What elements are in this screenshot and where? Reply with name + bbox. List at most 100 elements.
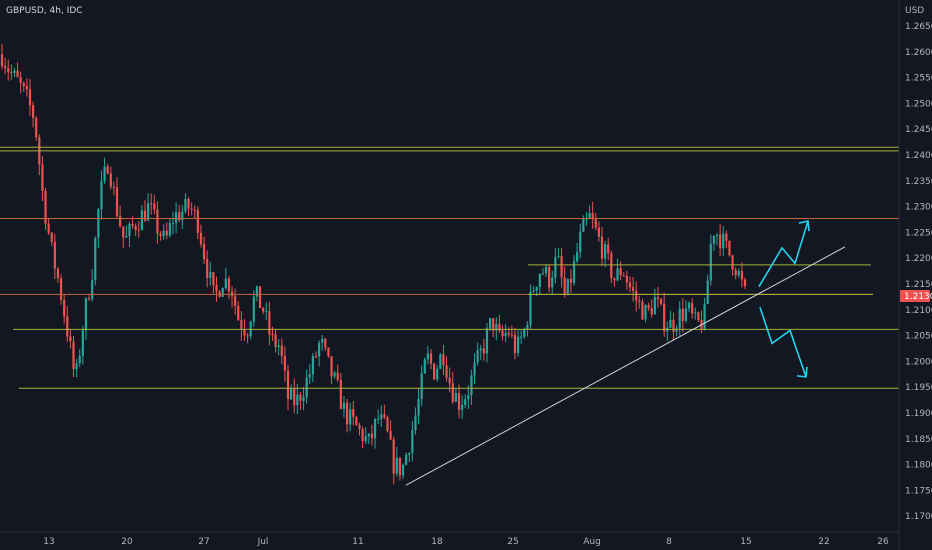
candle-body	[103, 166, 106, 181]
candle-body	[439, 354, 442, 369]
candle-body	[286, 370, 290, 400]
candle-body	[411, 430, 414, 454]
candle-body	[638, 300, 641, 302]
candle-body	[280, 345, 283, 356]
candle-body	[274, 334, 277, 347]
candle-body	[159, 233, 162, 237]
time-axis[interactable]: 13 20 27 Jul 11 18 25 Aug 8 15 22 26	[43, 537, 889, 547]
price-axis[interactable]: 1.2650 1.2600 1.2550 1.2500 1.2450 1.2400 1.23…	[905, 22, 932, 522]
candle-body	[479, 348, 482, 351]
candle-body	[398, 457, 402, 476]
candle-body	[563, 277, 566, 295]
candle-body	[470, 375, 473, 396]
candle-body	[181, 211, 184, 221]
candle-body	[7, 67, 10, 73]
projection-down-arrowhead	[796, 366, 808, 378]
y-tick-label-5: 1.2400	[905, 151, 932, 161]
candle-body	[153, 203, 156, 210]
y-tick-label-9: 1.2200	[905, 254, 932, 264]
candle-body	[725, 233, 728, 241]
y-tick-label-15: 1.1900	[905, 409, 932, 419]
candle-body	[234, 296, 237, 306]
candle-body	[75, 363, 78, 370]
candle-body	[302, 397, 305, 401]
candle-body	[25, 85, 28, 90]
candle-body	[321, 338, 324, 343]
y-tick-label-7: 1.2300	[905, 203, 932, 213]
candle-body	[317, 342, 321, 357]
candle-body	[408, 453, 411, 455]
x-tick-label-10: 22	[818, 537, 829, 547]
candle-body	[529, 291, 532, 325]
candle-body	[265, 311, 268, 313]
candle-body	[712, 235, 716, 244]
candle-body	[115, 187, 119, 216]
candle-body	[212, 272, 215, 285]
candle-body	[389, 431, 392, 440]
candle-body	[659, 298, 663, 304]
candle-body	[610, 253, 613, 279]
candle-body	[311, 355, 314, 375]
candle-body	[722, 233, 725, 249]
candle-body	[355, 417, 358, 426]
y-tick-label-2: 1.2550	[905, 74, 932, 84]
candle-body	[622, 275, 625, 277]
candle-body	[367, 433, 370, 437]
y-tick-label-13: 1.2000	[905, 357, 932, 367]
candle-body	[495, 324, 498, 331]
candle-body	[293, 388, 296, 406]
candle-body	[734, 269, 737, 276]
candle-body	[560, 256, 563, 278]
candle-body	[184, 199, 187, 212]
candle-body	[433, 363, 436, 380]
candle-body	[442, 354, 445, 366]
y-tick-label-8: 1.2250	[905, 228, 932, 238]
candle-body	[554, 256, 557, 278]
candle-body	[516, 336, 520, 354]
candle-body	[41, 164, 44, 192]
candle-body	[526, 324, 529, 330]
candle-body	[370, 433, 374, 439]
candle-body	[147, 203, 150, 221]
candle-body	[492, 318, 495, 331]
candle-body	[299, 394, 302, 401]
chart-title: GBPUSD, 4h, IDC	[6, 6, 83, 16]
projection-down-arrow[interactable]	[759, 306, 807, 378]
y-tick-label-11: 1.2100	[905, 306, 932, 316]
candle-body	[178, 212, 181, 221]
x-tick-label-4: 11	[352, 537, 363, 547]
candle-body	[246, 335, 249, 337]
candle-body	[202, 244, 206, 260]
candle-body	[47, 223, 50, 233]
candle-body	[635, 290, 638, 301]
candle-body	[112, 186, 116, 188]
candle-body	[641, 301, 644, 320]
candle-body	[392, 439, 395, 474]
x-tick-label-1: 20	[121, 537, 133, 547]
candle-body	[383, 414, 386, 418]
trendline[interactable]	[405, 246, 846, 486]
projection-up-arrow[interactable]	[758, 220, 809, 287]
candle-body	[380, 414, 383, 419]
candle-body	[4, 65, 7, 68]
candle-body	[464, 399, 467, 405]
y-tick-label-6: 1.2350	[905, 177, 932, 187]
candle-body	[78, 355, 81, 364]
candle-body	[187, 199, 190, 209]
candle-body	[647, 305, 650, 309]
candle-body	[684, 308, 688, 321]
candle-body	[520, 336, 523, 338]
candle-body	[631, 287, 635, 291]
overlays-group	[405, 220, 846, 486]
candle-body	[579, 231, 582, 252]
candle-body	[535, 287, 538, 291]
candle-body	[650, 308, 653, 315]
candle-body	[134, 225, 137, 230]
y-tick-label-0: 1.2650	[905, 22, 932, 32]
price-axis-unit: USD	[905, 6, 924, 16]
y-tick-label-4: 1.2450	[905, 125, 932, 135]
candle-body	[619, 268, 622, 276]
candle-body	[386, 417, 389, 432]
